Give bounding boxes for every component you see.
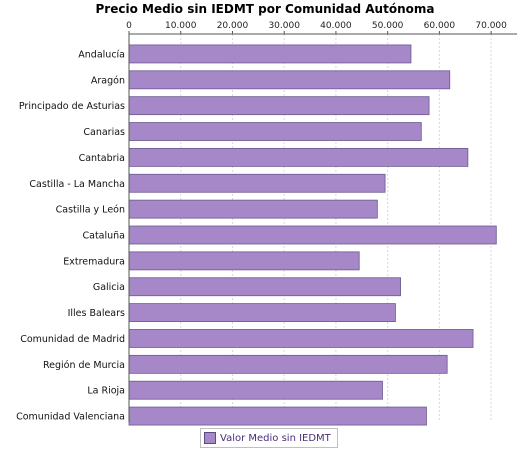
bar: [128, 70, 451, 90]
category-label: Cantabria: [79, 153, 125, 164]
bar: [128, 173, 386, 193]
bar: [128, 147, 469, 167]
bar-layer: [128, 44, 497, 426]
legend-label: Valor Medio sin IEDMT: [220, 432, 331, 444]
tick-layer: 0 10.000 20.000 30.000 40.000 50.000 60.000 70.…: [126, 21, 507, 34]
category-label: Extremadura: [63, 256, 125, 267]
x-tick-label: 20.000: [217, 21, 249, 31]
chart-title: Precio Medio sin IEDMT por Comunidad Aut…: [96, 2, 435, 16]
bar: [128, 354, 448, 374]
bar: [128, 96, 430, 116]
bar: [128, 251, 360, 271]
category-label: Cataluña: [82, 231, 125, 242]
category-label: Comunidad de Madrid: [20, 334, 125, 345]
x-tick-label: 40.000: [320, 21, 352, 31]
category-label: Castilla y León: [56, 205, 125, 216]
x-tick-label: 30.000: [268, 21, 300, 31]
bar: [128, 277, 402, 297]
x-tick-label: 60.000: [424, 21, 456, 31]
category-label: Región de Murcia: [43, 360, 125, 371]
bar: [128, 122, 422, 141]
category-label-layer: Andalucía Aragón Principado de Asturias Can…: [16, 49, 125, 422]
category-label: Comunidad Valenciana: [16, 412, 125, 423]
bar: [128, 406, 427, 426]
category-label: Illes Balears: [68, 308, 125, 319]
bar: [128, 225, 497, 245]
category-label: Canarias: [83, 127, 125, 138]
category-label: La Rioja: [87, 386, 125, 397]
x-tick-label: 0: [126, 21, 132, 31]
legend: Valor Medio sin IEDMT: [200, 428, 338, 448]
x-tick-label: 50.000: [372, 21, 404, 31]
bar: [128, 329, 474, 348]
category-label: Aragón: [91, 75, 125, 86]
category-label: Principado de Asturias: [19, 101, 125, 112]
x-tick-label: 10.000: [165, 21, 197, 31]
bar: [128, 199, 378, 219]
category-label: Galicia: [93, 282, 125, 293]
category-label: Castilla - La Mancha: [29, 179, 125, 190]
category-label: Andalucía: [78, 49, 125, 60]
bar: [128, 44, 412, 64]
bar: [128, 303, 396, 323]
x-tick-label: 70.000: [475, 21, 507, 31]
bar: [128, 380, 383, 400]
legend-swatch: [204, 432, 216, 444]
